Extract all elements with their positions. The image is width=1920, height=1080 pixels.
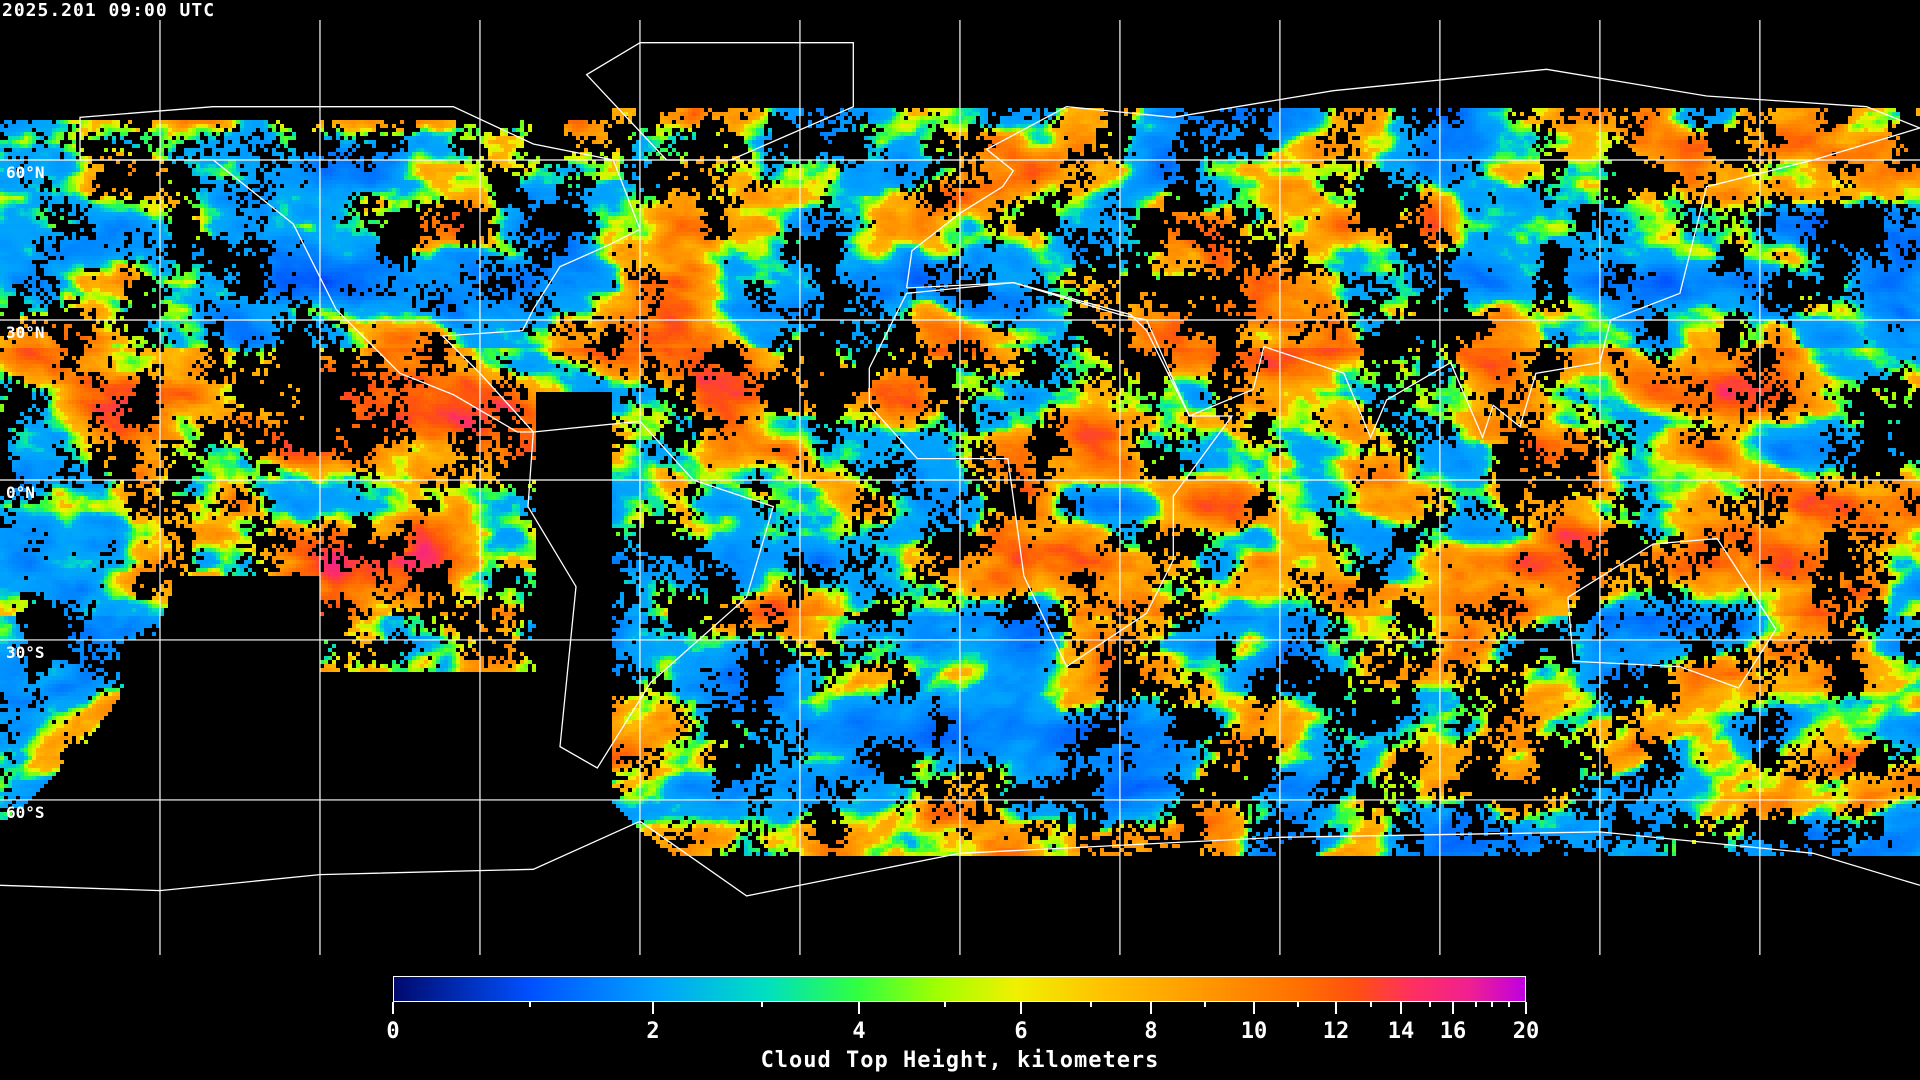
lat-label-60n: 60°N — [6, 163, 45, 182]
coastline — [0, 820, 1920, 897]
colorbar-tick-label: 8 — [1144, 1019, 1157, 1044]
colorbar-tick-label: 20 — [1513, 1019, 1540, 1044]
lat-label-30n: 30°N — [6, 323, 45, 342]
colorbar-tick-label: 0 — [386, 1019, 399, 1044]
lat-label-60s: 60°S — [6, 803, 45, 822]
colorbar-tick-label: 12 — [1323, 1019, 1350, 1044]
lat-label-0n: 0°N — [6, 483, 35, 502]
coastline — [527, 420, 775, 769]
colorbar-tick-label: 14 — [1388, 1019, 1415, 1044]
colorbar-tick-label: 2 — [646, 1019, 659, 1044]
colorbar-tick-label: 16 — [1440, 1019, 1467, 1044]
coastline — [905, 68, 1920, 440]
timestamp: 2025.201 09:00 UTC — [2, 0, 216, 21]
map-overlay — [0, 20, 1920, 955]
colorbar-ticks: 0 2 4 6 8 10 12 14 16 20 — [386, 1002, 1540, 1044]
coastline — [868, 281, 1234, 668]
colorbar — [393, 976, 1526, 1002]
coastline — [1567, 537, 1777, 689]
coastline — [79, 106, 641, 433]
colorbar-tick-label: 4 — [852, 1019, 865, 1044]
coastline — [585, 42, 854, 161]
colorbar-title: Cloud Top Height, kilometers — [760, 1048, 1160, 1073]
colorbar-tick-label: 6 — [1014, 1019, 1027, 1044]
colorbar-tick-label: 10 — [1241, 1019, 1268, 1044]
lat-label-30s: 30°S — [6, 643, 45, 662]
